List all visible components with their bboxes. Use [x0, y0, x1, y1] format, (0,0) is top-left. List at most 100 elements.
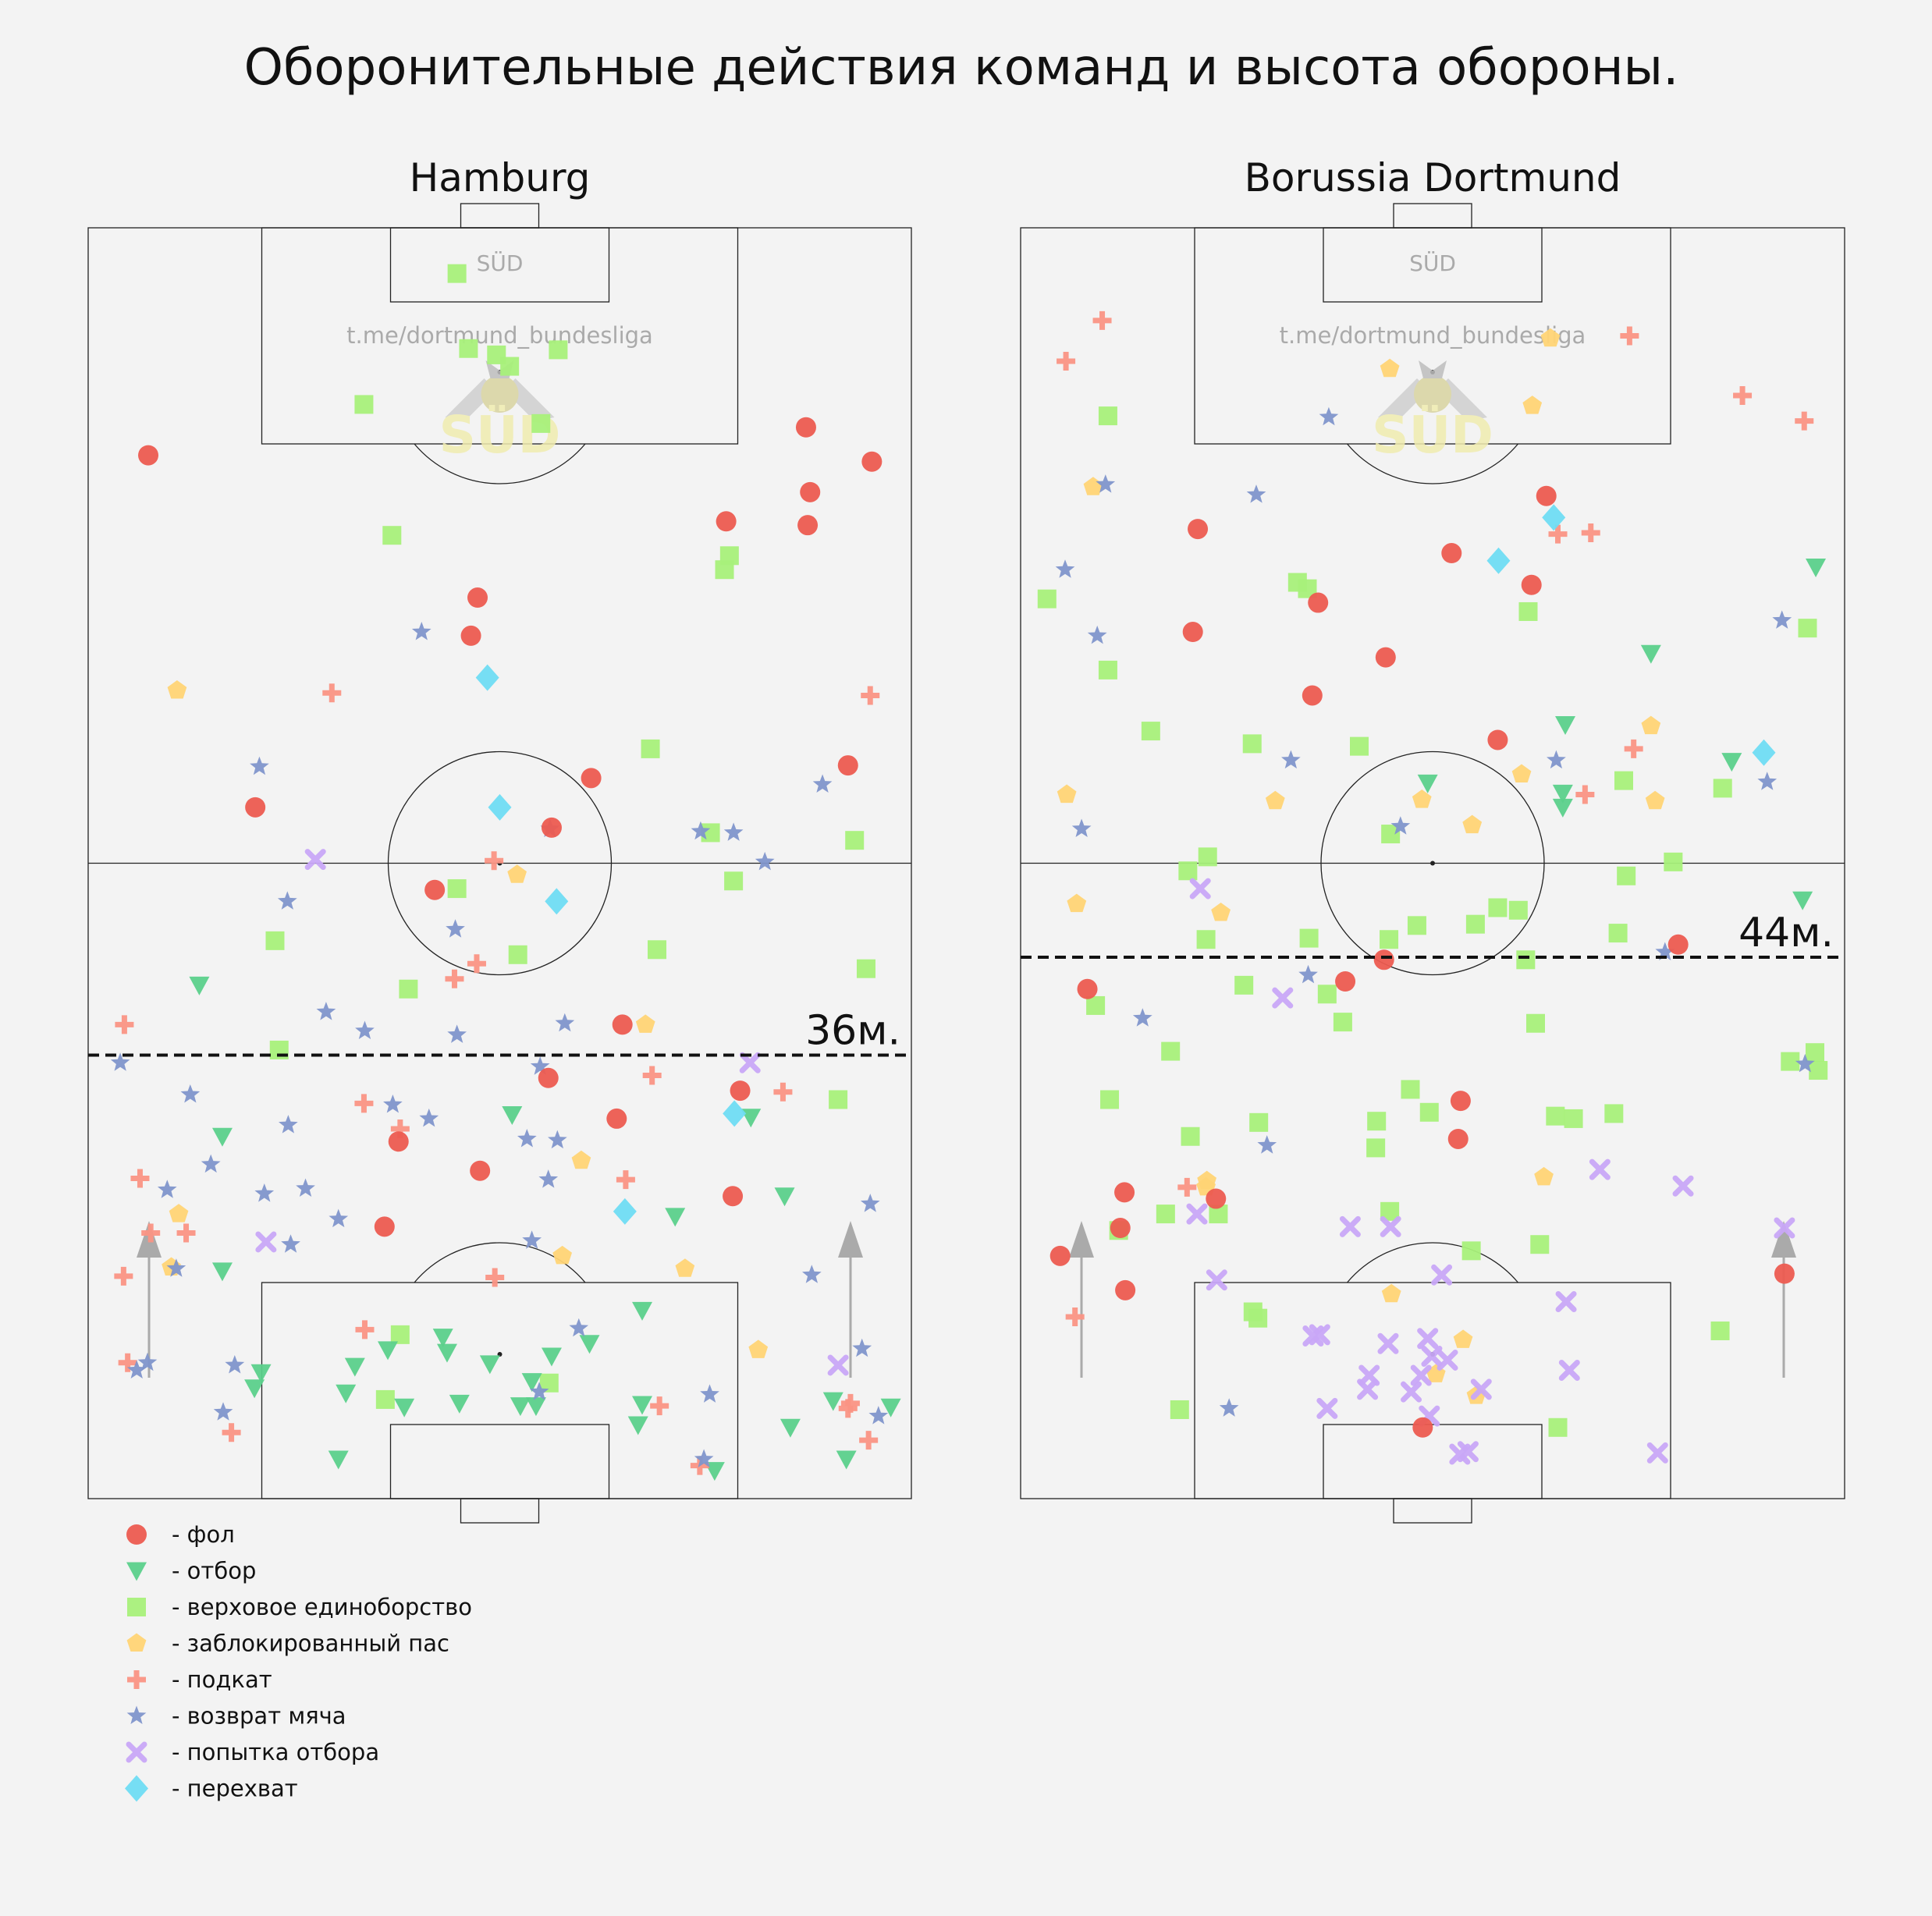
recovery-marker — [802, 1265, 822, 1283]
recovery-marker — [1772, 610, 1792, 629]
aerial-marker — [1488, 898, 1508, 917]
foul-marker — [612, 1014, 633, 1035]
recovery-marker — [446, 919, 465, 938]
recovery-marker — [522, 1230, 542, 1249]
blocked_pass-marker — [507, 864, 527, 883]
slide_tackle-marker — [355, 1320, 375, 1339]
tackle-marker — [665, 1208, 686, 1227]
tackle-marker — [1417, 774, 1438, 793]
aerial-marker — [1526, 1013, 1545, 1033]
foul-marker — [1206, 1188, 1227, 1209]
blocked_pass-marker — [1380, 358, 1400, 378]
recovery-marker — [355, 1020, 375, 1039]
recovery-marker — [691, 821, 711, 840]
tackle-marker — [449, 1394, 470, 1414]
foul-marker — [1188, 519, 1209, 540]
recovery-marker — [296, 1178, 315, 1197]
recovery-marker — [538, 1169, 559, 1188]
aerial-marker — [1809, 1061, 1828, 1080]
foul-marker — [467, 587, 488, 609]
foul-marker — [581, 768, 602, 789]
legend-item-recovery: - возврат мяча — [126, 1703, 346, 1730]
star-icon — [126, 1705, 147, 1724]
aerial-marker — [375, 1389, 395, 1409]
blocked_pass-marker — [167, 680, 187, 699]
tackle-marker — [541, 1347, 562, 1367]
aerial-marker — [1366, 1138, 1386, 1158]
tackle-marker — [436, 1343, 457, 1363]
recovery-marker — [166, 1258, 186, 1277]
aerial-marker — [1181, 1127, 1200, 1146]
aerial-marker — [1248, 1308, 1268, 1328]
recovery-marker — [517, 1129, 537, 1148]
tackle-marker — [344, 1357, 365, 1377]
blocked_pass-marker — [1522, 396, 1543, 414]
slide_tackle-marker — [1548, 524, 1568, 544]
foul-marker — [797, 515, 819, 536]
recovery-marker — [419, 1108, 439, 1127]
slide_tackle-marker — [141, 1223, 161, 1243]
aerial-marker — [1461, 1241, 1481, 1261]
aerial-marker — [390, 1325, 410, 1344]
recovery-marker — [1087, 625, 1107, 644]
slide_tackle-marker — [642, 1066, 662, 1085]
slide_tackle-marker — [130, 1169, 150, 1188]
foul-marker — [1373, 949, 1394, 970]
blocked_pass-marker — [1453, 1329, 1473, 1348]
aerial-marker — [1350, 736, 1369, 756]
aerial-marker — [1710, 1321, 1730, 1340]
slide_tackle-marker — [1065, 1307, 1085, 1327]
tackle-marker — [1792, 891, 1813, 910]
aerial-marker — [648, 940, 667, 960]
foul-marker — [1536, 485, 1557, 506]
foul-marker — [1115, 1279, 1136, 1300]
tackle-marker — [244, 1379, 265, 1399]
slide_tackle-marker — [773, 1082, 793, 1102]
slide_tackle-marker — [1620, 326, 1639, 346]
recovery-marker — [1795, 1053, 1815, 1073]
tackle-marker — [378, 1341, 399, 1361]
foul-marker — [723, 1186, 744, 1207]
aerial-marker — [549, 340, 568, 360]
foul-marker — [1667, 934, 1689, 955]
blocked_pass-marker — [571, 1150, 591, 1169]
recovery-marker — [250, 756, 269, 775]
slide_tackle-marker — [115, 1015, 134, 1034]
tackle-marker — [394, 1398, 415, 1417]
attempted_tackle-marker — [255, 1231, 277, 1253]
aerial-marker — [1249, 1112, 1269, 1132]
recovery-marker — [860, 1194, 880, 1212]
aerial-marker — [1614, 771, 1633, 790]
aerial-marker — [1196, 930, 1216, 949]
tackle-marker — [521, 1373, 542, 1393]
recovery-marker — [1071, 818, 1092, 837]
aerial-marker — [1234, 975, 1254, 995]
slide_tackle-marker — [114, 1266, 133, 1286]
slide_tackle-marker — [1092, 310, 1112, 330]
circle-icon — [126, 1524, 147, 1545]
aerial-marker — [845, 831, 865, 850]
recovery-marker — [812, 774, 833, 793]
legend-item-aerial: - верховое единоборство — [127, 1594, 472, 1620]
recovery-marker — [277, 891, 297, 910]
aerial-marker — [354, 395, 374, 414]
team-title: Hamburg — [410, 155, 591, 200]
markers-aerial — [265, 264, 875, 1409]
blocked_pass-marker — [1645, 790, 1665, 810]
legend-label: - перехват — [172, 1776, 298, 1802]
aerial-marker — [724, 871, 744, 891]
attempted_tackle-marker — [1377, 1332, 1399, 1354]
tackle-marker — [836, 1450, 857, 1470]
recovery-marker — [1319, 406, 1339, 426]
aerial-marker — [1098, 660, 1117, 679]
attempted_tackle-marker — [1421, 1346, 1443, 1368]
aerial-marker — [382, 526, 402, 545]
recovery-marker — [755, 851, 775, 871]
interception-marker — [1486, 547, 1511, 574]
foul-marker — [1302, 685, 1323, 706]
legend-item-foul: - фол — [126, 1521, 235, 1548]
pitch-dortmund: Borussia Dortmund SÜD t.me/dortmund_bundes… — [1020, 155, 1845, 1524]
markers-slide_tackle — [114, 683, 880, 1475]
foul-marker — [1521, 574, 1542, 595]
tackle-marker — [432, 1329, 453, 1348]
